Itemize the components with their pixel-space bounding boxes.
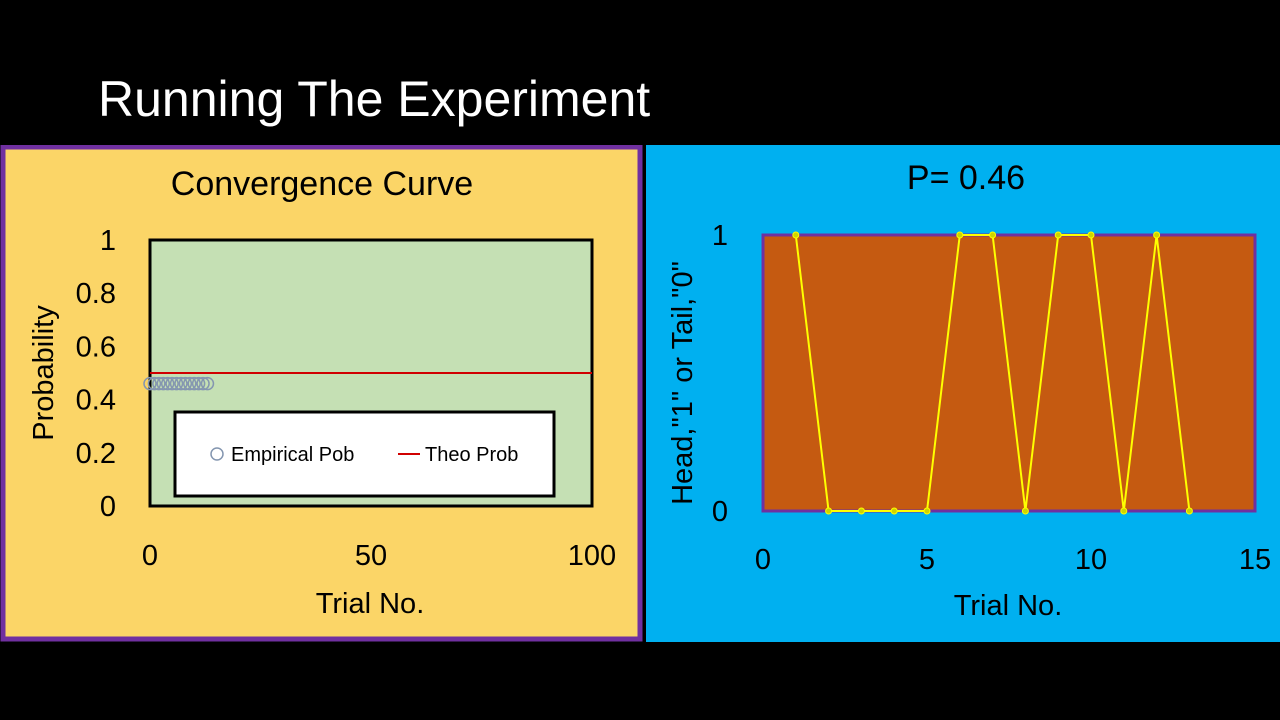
outcome-point [1021,507,1029,515]
empirical-point [165,376,179,391]
y-axis-label: Probability [28,305,60,441]
y-tick-label: 1 [100,225,116,257]
outcome-point [989,231,997,239]
x-tick-label: 50 [355,540,387,572]
legend: Empirical Pob Theo Prob [173,410,556,498]
outcome-point [923,507,931,515]
outcome-point [1087,231,1095,239]
trial-outcome-chart-panel: P= 0.46 0 1 0 5 10 15 Head,"1" or Tail,"0" T… [646,145,1280,642]
legend-box [173,410,556,498]
y-tick-label: 0.4 [76,385,116,417]
outcome-point [1054,231,1062,239]
y-axis-label: Head,"1" or Tail,"0" [667,261,699,505]
empirical-point [143,376,157,391]
empirical-point [174,376,188,391]
empirical-point [169,376,184,391]
empirical-point [147,376,162,391]
legend-empirical-marker [210,447,224,461]
empirical-point [200,376,215,391]
x-tick-label: 100 [568,540,616,572]
empirical-point [196,376,210,391]
chart-title: Convergence Curve [171,165,473,203]
empirical-point [152,376,166,391]
y-tick-label: 0.6 [76,331,116,363]
y-tick-label: 0 [712,496,728,528]
y-tick-label: 0 [100,491,116,523]
legend-theoretical-label: Theo Prob [425,444,518,466]
outcome-point [1153,231,1161,239]
y-tick-label: 1 [712,220,728,252]
empirical-point [191,376,206,391]
x-axis-label: Trial No. [316,588,425,620]
slide-title: Running The Experiment [98,71,651,127]
legend-empirical-label: Empirical Pob [231,444,354,466]
x-tick-label: 0 [142,540,158,572]
outcome-point [792,231,800,239]
outcome-point [857,507,865,515]
outcome-point [956,231,964,239]
y-tick-label: 0.2 [76,438,116,470]
x-tick-label: 0 [755,544,771,576]
x-axis-label: Trial No. [954,590,1063,622]
x-tick-label: 5 [919,544,935,576]
x-tick-label: 15 [1239,544,1271,576]
empirical-point [183,376,197,391]
outcome-point [1120,507,1128,515]
y-tick-label: 0.8 [76,278,116,310]
outcome-point [890,507,898,515]
convergence-chart-panel: Convergence Curve 00.20.40.60.81 0 50 100 … [0,145,643,642]
outcome-point [1185,507,1193,515]
empirical-point [187,376,201,391]
chart-title: P= 0.46 [907,159,1025,197]
empirical-point [160,376,175,391]
empirical-point [156,376,171,391]
outcome-point [825,507,833,515]
x-tick-label: 10 [1075,544,1107,576]
empirical-point [178,376,193,391]
